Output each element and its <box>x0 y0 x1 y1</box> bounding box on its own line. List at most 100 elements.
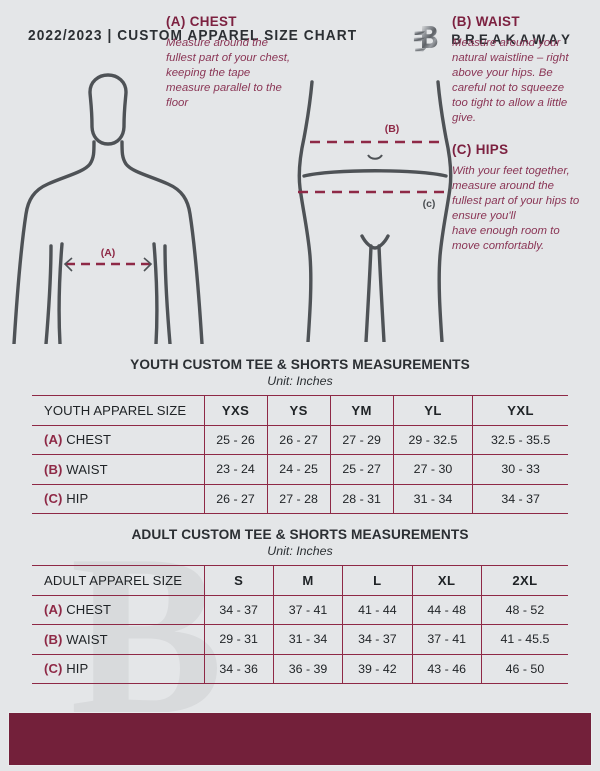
size-column-header: 2XL <box>481 565 568 596</box>
measurement-name-cell: (C) HIP <box>32 653 205 684</box>
adult-table-unit: Unit: Inches <box>267 544 333 558</box>
lower-body-silhouette: (B) (c) <box>297 80 453 342</box>
page-header: 2022/2023 | CUSTOM APPAREL SIZE CHART <box>0 22 600 64</box>
measurement-value-cell: 23 - 24 <box>204 454 268 485</box>
size-column-header: YS <box>267 395 331 426</box>
youth-table-unit: Unit: Inches <box>267 374 333 388</box>
measurement-name-cell: (A) CHEST <box>32 424 205 455</box>
chest-measure-label: (A) <box>101 247 116 259</box>
callout-waist: (B) WAIST Measure around your natural wa… <box>452 14 582 127</box>
hip-measure-label: (c) <box>423 198 436 210</box>
measurement-value-cell: 32.5 - 35.5 <box>472 424 568 455</box>
measurement-name-cell: (B) WAIST <box>32 624 205 655</box>
size-column-header: YM <box>330 395 394 426</box>
table-header-row: ADULT APPAREL SIZE S M L XL 2XL <box>32 565 568 596</box>
table-row: (B) WAIST 29 - 31 31 - 34 34 - 37 37 - 41 41 … <box>32 624 568 655</box>
table-row: (A) CHEST 25 - 26 26 - 27 27 - 29 29 - 32.5 3… <box>32 424 568 455</box>
youth-table-title: YOUTH CUSTOM TEE & SHORTS MEASUREMENTS <box>130 357 470 372</box>
measurement-value-cell: 25 - 26 <box>204 424 268 455</box>
measurement-value-cell: 25 - 27 <box>330 454 394 485</box>
measurement-value-cell: 36 - 39 <box>273 653 344 684</box>
size-column-header: YL <box>393 395 474 426</box>
youth-table-body: YOUTH APPAREL SIZE YXS YS YM YL YXL (A) CHEST 2… <box>32 395 568 514</box>
measurement-tag: (A) <box>44 432 67 448</box>
size-column-header: XL <box>412 565 482 596</box>
size-column-header: M <box>273 565 344 596</box>
youth-measurements-block: YOUTH CUSTOM TEE & SHORTS MEASUREMENTS U… <box>32 357 568 514</box>
measurement-value-cell: 27 - 28 <box>267 483 331 514</box>
measurement-tag: (B) <box>44 461 67 477</box>
measurement-value-cell: 26 - 27 <box>204 483 268 514</box>
table-row: (C) HIP 34 - 36 36 - 39 39 - 42 43 - 46 46 - … <box>32 653 568 684</box>
callout-waist-body: Measure around your natural waistline – … <box>452 37 569 125</box>
measurement-value-cell: 37 - 41 <box>412 624 482 655</box>
measurement-tag: (A) <box>44 602 67 618</box>
callout-hips: (C) HIPS With your feet together, measur… <box>452 142 586 255</box>
page-title: 2022/2023 | CUSTOM APPAREL SIZE CHART <box>28 28 358 44</box>
measurement-label: WAIST <box>66 461 108 477</box>
table-row: (C) HIP 26 - 27 27 - 28 28 - 31 31 - 34 34 - … <box>32 483 568 514</box>
row-header-label: ADULT APPAREL SIZE <box>32 565 205 596</box>
measurement-value-cell: 34 - 36 <box>204 653 274 684</box>
measurement-label: HIP <box>66 491 89 507</box>
size-column-header: YXS <box>204 395 268 426</box>
adult-measurements-block: ADULT CUSTOM TEE & SHORTS MEASUREMENTS U… <box>32 527 568 684</box>
upper-body-silhouette: (A) <box>12 73 204 344</box>
measurement-value-cell: 43 - 46 <box>412 653 482 684</box>
measurement-value-cell: 41 - 44 <box>342 594 413 625</box>
measurement-value-cell: 37 - 41 <box>273 594 344 625</box>
size-column-header: S <box>204 565 274 596</box>
measurement-label: HIP <box>66 661 89 677</box>
size-column-header: L <box>342 565 413 596</box>
measurement-tag: (B) <box>44 631 67 647</box>
measurement-name-cell: (C) HIP <box>32 483 205 514</box>
adult-measurements-table: ADULT APPAREL SIZE S M L XL 2XL (A) CHEST 34 - … <box>32 565 568 684</box>
youth-measurements-table: YOUTH APPAREL SIZE YXS YS YM YL YXL (A) CHEST 2… <box>32 395 568 514</box>
adult-table-title: ADULT CUSTOM TEE & SHORTS MEASUREMENTS <box>131 527 469 542</box>
adult-table-body: ADULT APPAREL SIZE S M L XL 2XL (A) CHEST 34 - … <box>32 565 568 684</box>
measurement-value-cell: 31 - 34 <box>273 624 344 655</box>
measurement-value-cell: 44 - 48 <box>412 594 482 625</box>
table-row: (A) CHEST 34 - 37 37 - 41 41 - 44 44 - 48 48 … <box>32 594 568 625</box>
measurement-value-cell: 24 - 25 <box>267 454 331 485</box>
measurement-value-cell: 31 - 34 <box>393 483 474 514</box>
measurement-value-cell: 34 - 37 <box>342 624 413 655</box>
measurement-name-cell: (B) WAIST <box>32 454 205 485</box>
measurement-value-cell: 29 - 31 <box>204 624 274 655</box>
measurement-value-cell: 27 - 29 <box>330 424 394 455</box>
breakaway-b-logo-icon <box>413 24 439 54</box>
callout-waist-heading: (B) WAIST <box>452 14 520 29</box>
measurement-value-cell: 48 - 52 <box>481 594 568 625</box>
measurement-tag: (C) <box>44 661 67 677</box>
callout-hips-heading: (C) HIPS <box>452 142 509 157</box>
brand-name: BREAKAWAY <box>451 31 574 47</box>
row-header-label: YOUTH APPAREL SIZE <box>32 395 205 426</box>
measurement-name-cell: (A) CHEST <box>32 594 205 625</box>
measurement-value-cell: 29 - 32.5 <box>393 424 474 455</box>
measurement-value-cell: 26 - 27 <box>267 424 331 455</box>
measurement-value-cell: 30 - 33 <box>472 454 568 485</box>
waist-measure-label: (B) <box>385 123 400 135</box>
callout-chest-body: Measure around the fullest part of your … <box>166 37 291 110</box>
measurement-value-cell: 46 - 50 <box>481 653 568 684</box>
footer-bar <box>8 712 592 766</box>
measurement-value-cell: 34 - 37 <box>204 594 274 625</box>
measurement-value-cell: 39 - 42 <box>342 653 413 684</box>
measurement-label: WAIST <box>66 631 108 647</box>
size-column-header: YXL <box>472 395 568 426</box>
brand-lockup: BREAKAWAY <box>413 24 574 54</box>
measurement-tag: (C) <box>44 491 67 507</box>
table-row: (B) WAIST 23 - 24 24 - 25 25 - 27 27 - 30 30 … <box>32 454 568 485</box>
measurement-value-cell: 28 - 31 <box>330 483 394 514</box>
callout-hips-body: With your feet together, measure around … <box>452 165 580 253</box>
callout-chest: (A) CHEST Measure around the fullest par… <box>166 14 294 111</box>
measurement-label: CHEST <box>66 432 112 448</box>
measurement-label: CHEST <box>66 602 112 618</box>
callout-chest-heading: (A) CHEST <box>166 14 237 29</box>
measurement-figures: (A) (B) (c) <box>0 66 600 344</box>
measurement-value-cell: 34 - 37 <box>472 483 568 514</box>
measurement-value-cell: 27 - 30 <box>393 454 474 485</box>
table-header-row: YOUTH APPAREL SIZE YXS YS YM YL YXL <box>32 395 568 426</box>
measurement-value-cell: 41 - 45.5 <box>481 624 568 655</box>
